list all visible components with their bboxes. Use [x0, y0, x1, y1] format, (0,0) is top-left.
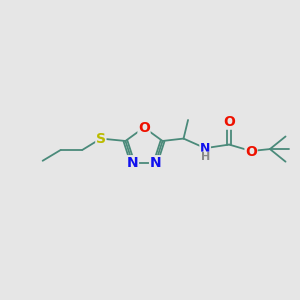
Text: O: O: [138, 121, 150, 134]
Text: O: O: [245, 145, 257, 159]
Text: H: H: [200, 152, 210, 162]
Text: N: N: [150, 156, 161, 170]
Text: N: N: [200, 142, 210, 155]
Text: O: O: [223, 115, 235, 129]
Text: N: N: [127, 156, 138, 170]
Text: S: S: [96, 132, 106, 145]
